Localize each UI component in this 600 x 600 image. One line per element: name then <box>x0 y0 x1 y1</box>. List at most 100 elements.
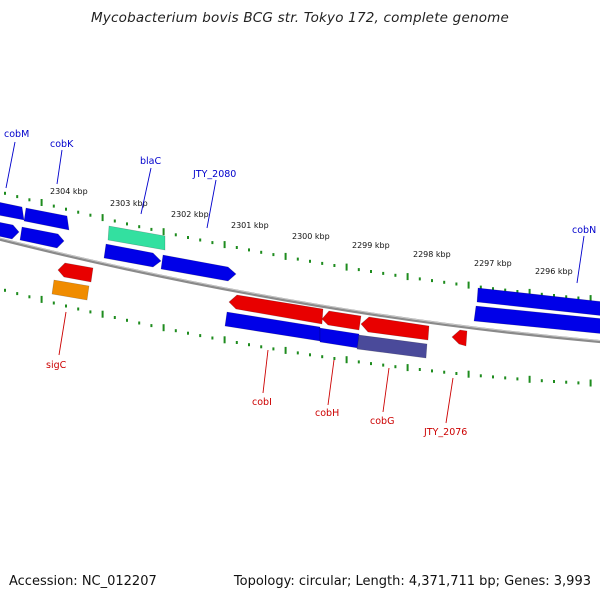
minor-tick <box>479 374 482 378</box>
reverse-inner-track <box>51 279 428 359</box>
minor-tick <box>235 341 238 344</box>
gene-blaC[interactable] <box>107 225 166 251</box>
leader-JTY_2076 <box>445 377 454 424</box>
minor-tick <box>4 191 6 195</box>
minor-tick <box>333 357 336 360</box>
label-cobK: cobK <box>50 139 74 150</box>
gene-cobH-inner[interactable] <box>319 327 360 349</box>
minor-tick <box>89 213 92 217</box>
minor-tick <box>333 264 336 267</box>
minor-tick <box>431 369 433 373</box>
scale-label: 2296 kbp <box>535 267 573 276</box>
forward-inner-track <box>0 222 600 334</box>
minor-tick <box>199 238 202 242</box>
gene-blaC-inner[interactable] <box>103 243 162 268</box>
minor-tick <box>370 362 372 366</box>
major-tick <box>284 252 287 260</box>
gene-JTY_2076[interactable] <box>451 329 468 347</box>
major-tick <box>284 346 287 354</box>
minor-tick <box>199 334 202 338</box>
minor-tick <box>431 279 433 283</box>
scale-label: 2299 kbp <box>352 241 390 250</box>
topology-text: Topology: circular; Length: 4,371,711 bp… <box>233 574 591 589</box>
minor-tick <box>418 368 421 371</box>
minor-tick <box>16 195 19 199</box>
minor-tick <box>248 343 250 347</box>
reverse-gene-labels: sigC cobI cobH cobG JTY_2076 <box>46 360 467 438</box>
label-cobG: cobG <box>370 416 394 427</box>
minor-tick <box>211 336 214 340</box>
gene-cobK[interactable] <box>23 207 70 231</box>
label-cobM: cobM <box>4 129 29 140</box>
minor-tick <box>260 345 263 349</box>
gene-cobK-inner[interactable] <box>19 226 65 249</box>
minor-tick <box>516 290 519 293</box>
gene-cobM[interactable] <box>0 202 25 221</box>
minor-tick <box>309 353 311 357</box>
minor-tick <box>113 219 116 223</box>
minor-tick <box>187 331 189 335</box>
minor-tick <box>150 324 153 328</box>
leader-JTY_2080 <box>206 179 217 229</box>
gene-cobG-inner[interactable] <box>356 334 428 359</box>
minor-tick <box>138 225 141 229</box>
major-tick <box>406 273 409 281</box>
minor-tick <box>418 277 421 281</box>
forward-gene-labels: cobM cobK blaC JTY_2080 cobN <box>4 129 596 236</box>
gene-sigC-partner[interactable] <box>57 262 94 283</box>
label-JTY_2076: JTY_2076 <box>423 427 467 438</box>
minor-tick <box>28 198 31 202</box>
scale-label: 2298 kbp <box>413 250 451 259</box>
major-tick <box>345 356 348 364</box>
leader-cobN <box>576 235 585 284</box>
gene-JTY_2080[interactable] <box>160 254 237 282</box>
lower-tick-row <box>4 288 592 387</box>
scale-labels: 2304 kbp 2303 kbp 2302 kbp 2301 kbp 2300… <box>50 187 573 276</box>
major-tick <box>223 241 226 249</box>
leader-blaC <box>140 167 152 215</box>
leader-cobM <box>5 141 16 189</box>
minor-tick <box>382 363 385 367</box>
minor-tick <box>150 227 153 231</box>
minor-tick <box>321 261 324 265</box>
minor-tick <box>565 295 568 299</box>
minor-tick <box>443 370 446 374</box>
major-tick <box>40 295 43 303</box>
gene-cobI[interactable] <box>228 294 324 325</box>
gene-cobG[interactable] <box>360 316 430 341</box>
minor-tick <box>77 307 80 311</box>
minor-tick <box>4 288 6 292</box>
minor-tick <box>394 273 397 277</box>
gene-sigC[interactable] <box>51 279 90 301</box>
major-tick <box>101 310 104 318</box>
minor-tick <box>357 268 360 272</box>
genome-backbone-highlight <box>0 237 600 341</box>
gene-cobN-inner[interactable] <box>473 305 600 334</box>
map-title: Mycobacterium bovis BCG str. Tokyo 172, … <box>90 10 510 26</box>
minor-tick <box>235 246 238 249</box>
minor-tick <box>77 210 80 214</box>
gene-cobN[interactable] <box>476 287 600 316</box>
minor-tick <box>455 282 458 286</box>
major-tick <box>345 263 348 271</box>
major-tick <box>406 364 409 372</box>
major-tick <box>528 375 531 383</box>
minor-tick <box>382 271 385 275</box>
leader-cobI <box>262 349 269 394</box>
scale-label: 2300 kbp <box>292 232 330 241</box>
minor-tick <box>492 287 494 291</box>
minor-tick <box>211 241 214 245</box>
minor-tick <box>52 301 55 305</box>
gene-cobM-inner[interactable] <box>0 222 20 240</box>
minor-tick <box>455 372 458 375</box>
minor-tick <box>296 351 299 355</box>
scale-label: 2297 kbp <box>474 259 512 268</box>
gene-cobH[interactable] <box>321 310 362 331</box>
leader-sigC <box>58 311 67 356</box>
minor-tick <box>89 310 92 314</box>
minor-tick <box>540 292 543 296</box>
minor-tick <box>553 294 555 297</box>
minor-tick <box>28 295 31 299</box>
label-blaC: blaC <box>140 156 161 167</box>
genome-backbone <box>0 237 600 344</box>
